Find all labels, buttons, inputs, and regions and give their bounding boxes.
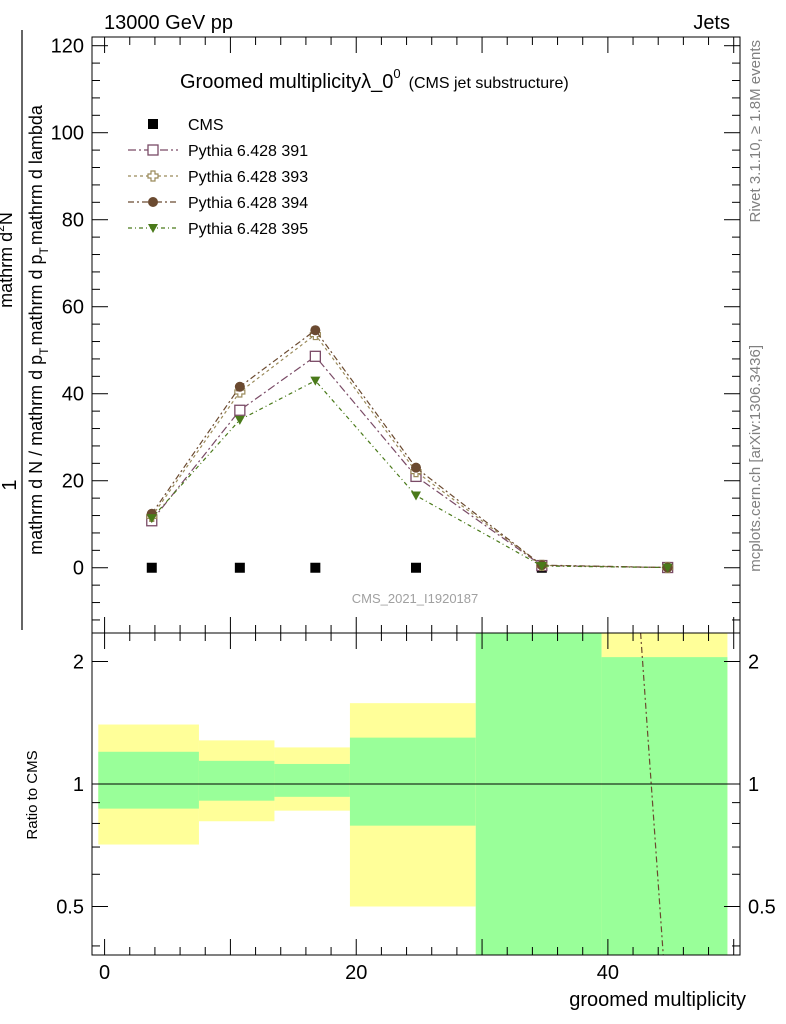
legend-entry: Pythia 6.428 394 xyxy=(128,195,308,212)
main-series xyxy=(146,325,674,574)
ratio-band-green xyxy=(601,657,728,955)
ratio-ytick-label-right: 0.5 xyxy=(748,896,776,918)
data-point xyxy=(234,415,245,425)
data-point xyxy=(234,404,246,416)
legend-marker xyxy=(147,144,159,156)
ratio-band-green xyxy=(475,633,602,955)
ratio-x-axis: 0 20 40 xyxy=(99,633,735,984)
ratio-band-green xyxy=(198,760,275,801)
legend-marker xyxy=(148,197,158,207)
main-ytick-label: 120 xyxy=(51,36,84,58)
series-3 xyxy=(146,325,673,573)
ratio-series-line xyxy=(639,632,664,956)
data-point xyxy=(309,350,321,362)
main-x-axis-ticks xyxy=(104,37,735,633)
ratio-ytick-label-right: 1 xyxy=(748,774,759,796)
data-point xyxy=(411,562,421,573)
legend-label: CMS xyxy=(188,117,224,134)
ratio-band-green xyxy=(98,751,199,809)
data-point xyxy=(146,514,157,524)
ylabel-top-rest: N xyxy=(0,212,16,225)
ratio-ytick-label-right: 2 xyxy=(748,652,759,674)
chart-title-main: Groomed multiplicityλ_0 xyxy=(180,71,393,93)
ylabel-den-sub: T xyxy=(37,347,51,355)
data-point xyxy=(310,376,321,386)
legend-marker xyxy=(147,170,159,182)
legend-marker xyxy=(148,224,158,233)
series-0 xyxy=(146,562,673,573)
rivet-label: Rivet 3.1.10, ≥ 1.8M events xyxy=(747,40,764,223)
chart-title-sup: 0 xyxy=(393,66,400,81)
ratio-frame xyxy=(91,632,741,956)
legend-label: Pythia 6.428 391 xyxy=(188,143,308,160)
main-ytick-label: 100 xyxy=(51,123,84,145)
data-point xyxy=(234,381,245,392)
ylabel-top-text: mathrm d xyxy=(0,232,16,308)
ratio-band-green xyxy=(274,763,350,797)
legend-label: Pythia 6.428 394 xyxy=(188,195,308,212)
data-point xyxy=(662,563,673,573)
ylabel-den-text: mathrm d N / mathrm d p xyxy=(26,355,46,555)
legend-entry: Pythia 6.428 391 xyxy=(128,143,308,160)
ylabel-denominator: mathrm d N / mathrm d pTmathrm d pTmathr… xyxy=(26,104,51,555)
series-line xyxy=(151,355,668,569)
chart-subtitle: (CMS jet substructure) xyxy=(409,75,569,92)
mcplots-label: mcplots.cern.ch [arXiv:1306.3436] xyxy=(747,345,764,572)
ylabel-den-rest: mathrm d p xyxy=(26,254,46,345)
main-ytick-label: 80 xyxy=(62,210,84,232)
ylabel-numerator: 1 xyxy=(0,479,21,490)
legend-label: Pythia 6.428 393 xyxy=(188,169,308,186)
legend: CMS Pythia 6.428 391 Pythia 6.428 393 Pythi… xyxy=(128,117,308,238)
ratio-bands xyxy=(98,633,728,955)
data-point xyxy=(411,462,421,473)
data-point xyxy=(536,562,547,572)
ylabel-top: mathrm d2N xyxy=(0,212,16,308)
legend-entry: Pythia 6.428 395 xyxy=(128,221,308,238)
ratio-panel: 0.5 0.5 1 1 2 2 0 20 40 Ratio to CMS groomed mu… xyxy=(24,632,776,1011)
ratio-lines xyxy=(639,632,664,956)
main-ytick-label: 40 xyxy=(62,384,84,406)
ratio-band-green xyxy=(349,737,476,826)
data-point xyxy=(146,562,157,573)
ratio-ytick-label: 1 xyxy=(73,774,84,796)
ratio-xtick-label: 40 xyxy=(597,962,619,984)
main-ytick-label: 0 xyxy=(73,558,84,580)
analysis-watermark: CMS_2021_I1920187 xyxy=(352,591,479,606)
series-4 xyxy=(146,376,673,573)
ylabel-den-lambda: mathrm d lambda xyxy=(26,104,46,245)
main-ytick-label: 20 xyxy=(62,471,84,493)
data-point xyxy=(411,491,421,501)
series-line xyxy=(151,333,668,569)
chart-title: Groomed multiplicityλ_00 (CMS jet substru… xyxy=(180,66,569,93)
legend-marker xyxy=(148,119,158,129)
main-ytick-label: 60 xyxy=(62,297,84,319)
series-line xyxy=(151,329,668,569)
legend-label: Pythia 6.428 395 xyxy=(188,221,308,238)
ratio-xtick-label: 20 xyxy=(345,962,367,984)
series-1 xyxy=(146,350,674,574)
energy-label: 13000 GeV pp xyxy=(104,12,233,34)
main-y-label: 1 mathrm d2N mathrm d N / mathrm d pTmat… xyxy=(0,30,51,630)
series-2 xyxy=(146,328,674,574)
main-y-axis: 0 20 40 60 80 100 120 xyxy=(51,36,740,621)
ratio-y-axis: 0.5 0.5 1 1 2 2 xyxy=(56,652,776,947)
ratio-y-label: Ratio to CMS xyxy=(24,750,41,839)
ylabel-den-sub2: T xyxy=(37,246,51,254)
ratio-xtick-label: 0 xyxy=(99,962,110,984)
series-line xyxy=(151,379,668,569)
ylabel-top-sup: 2 xyxy=(0,225,7,232)
x-axis-label: groomed multiplicity xyxy=(569,989,746,1011)
category-label: Jets xyxy=(693,12,730,34)
legend-entry: Pythia 6.428 393 xyxy=(128,169,308,186)
ratio-ytick-label: 2 xyxy=(73,652,84,674)
data-point xyxy=(310,562,321,573)
data-point xyxy=(234,562,245,573)
ratio-ytick-label: 0.5 xyxy=(56,896,84,918)
data-point xyxy=(310,325,321,336)
legend-entry: CMS xyxy=(148,117,224,134)
